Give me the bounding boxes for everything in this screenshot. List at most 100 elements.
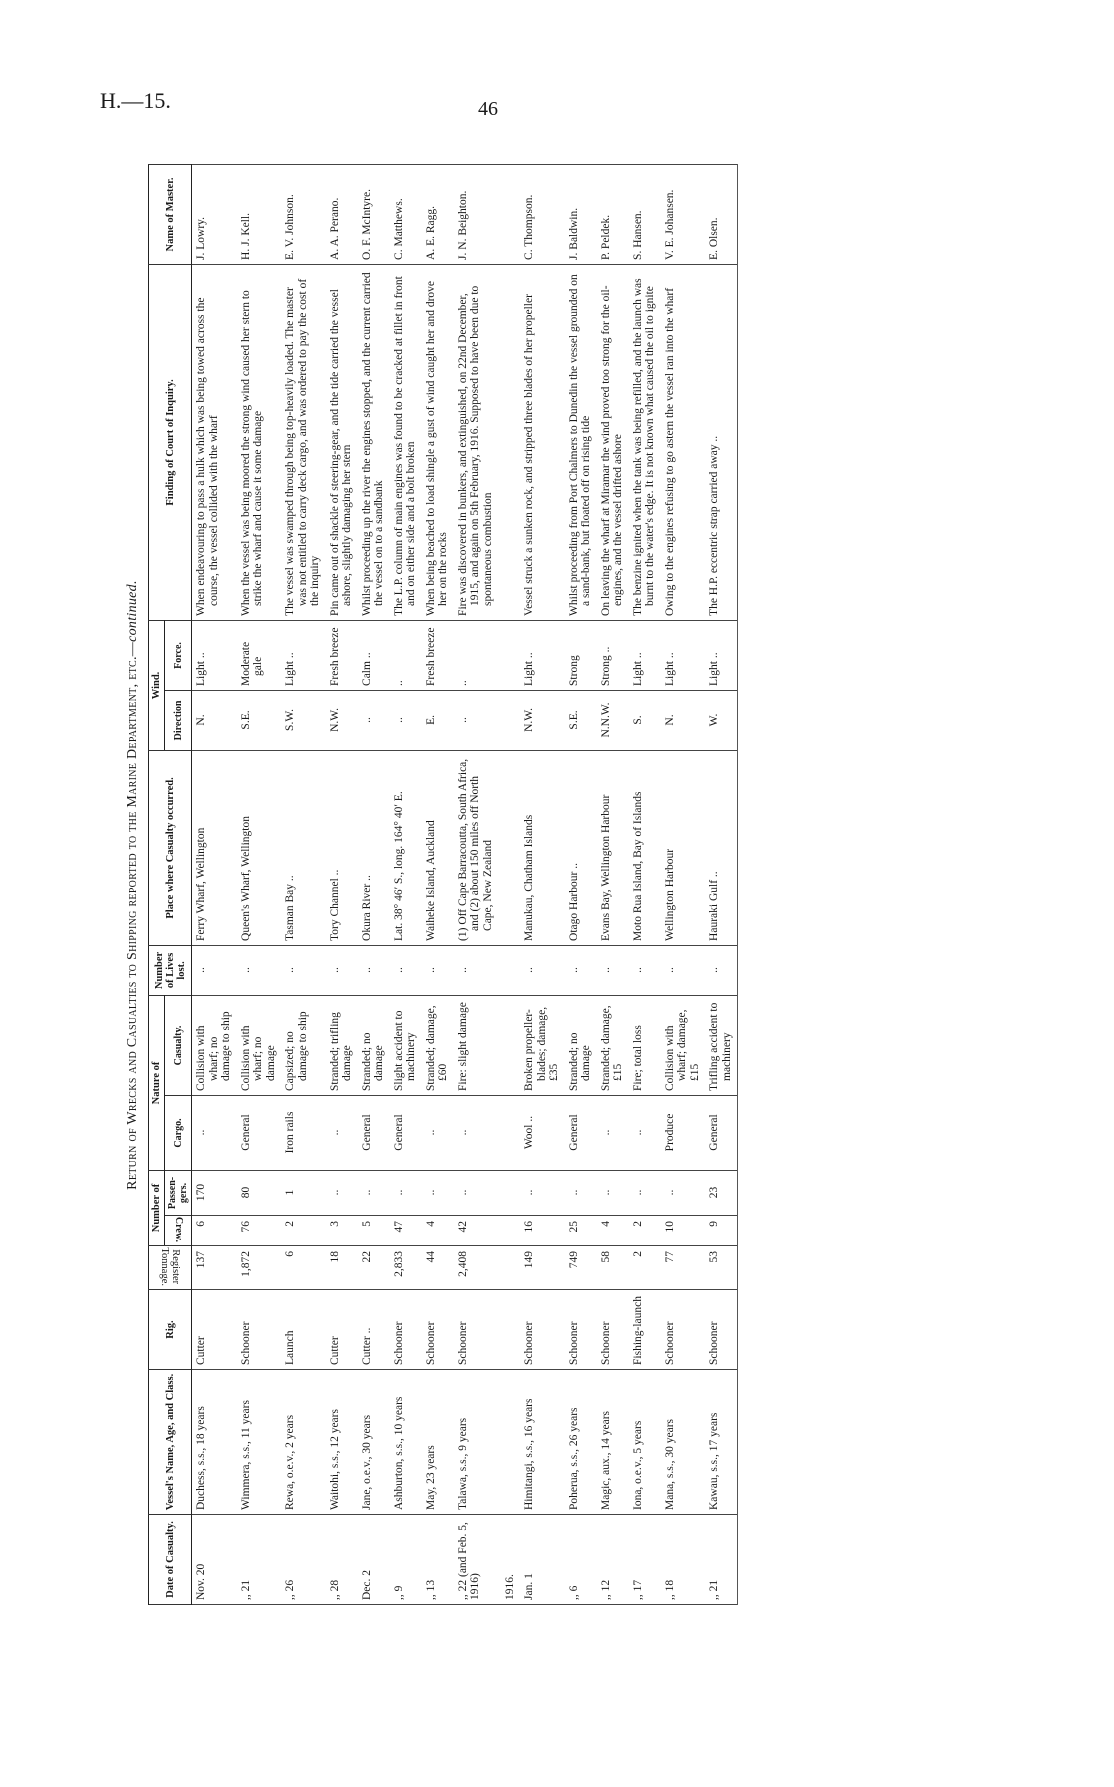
cell-crew: 6 [191,1215,237,1246]
cell-cargo: .. [191,1095,237,1171]
header-place: Place where Casualty occurred. [148,750,192,946]
cell-vessel: Waitohi, s.s., 12 years [325,1369,358,1515]
cell-finding: Whilst proceeding up the river the engin… [357,264,390,621]
cell-date: ,, 6 [564,1514,597,1605]
header-master: Name of Master. [148,164,192,265]
cell-lives: .. [453,945,498,996]
cell-date: ,, 9 [389,1514,422,1605]
cell-place: Moto Rua Island, Bay of Islands [628,750,661,946]
cell-passengers: 1 [281,1170,326,1216]
cell-direction: S.E. [564,690,597,751]
cell-direction: N. [191,690,237,751]
table-row: ,, 28 Waitohi, s.s., 12 years Cutter 18 3...… [325,164,358,1605]
table-title: Return of Wrecks and Casualties to Shipp… [118,165,148,1605]
year-cell [498,945,520,996]
cell-passengers: 80 [236,1170,281,1216]
year-cell [498,1289,520,1370]
cell-force: Fresh breeze [325,620,358,691]
header-casualty: Casualty. [164,995,192,1096]
cell-vessel: Wimmera, s.s., 11 years [236,1369,281,1515]
cell-crew: 2 [281,1215,326,1246]
cell-master: O. F. McIntyre. [357,164,390,265]
cell-direction: .. [357,690,390,751]
year-cell [498,750,520,946]
rotated-table-block: Return of Wrecks and Casualties to Shipp… [118,164,1103,1605]
table-header: Date of Casualty. Vessel's Name, Age, an… [148,164,192,1605]
cell-date: Jan. 1 [520,1514,565,1605]
year-cell: 1916. [498,1514,520,1605]
cell-finding: The H.P. eccentric strap carried away .. [705,264,738,621]
cell-casualty: Stranded; damage, £15 [596,995,629,1096]
cell-rig: Schooner [660,1289,705,1370]
cell-finding: When endeavouring to pass a hulk which w… [191,264,237,621]
table-row: ,, 9 Ashburton, s.s., 10 years Schooner 2,8… [389,164,422,1605]
cell-direction: .. [389,690,422,751]
cell-crew: 3 [325,1215,358,1246]
cell-master: A. E. Ragg. [421,164,454,265]
table-row: Nov. 20 Duchess, s.s., 18 years Cutter 137 6… [191,164,237,1605]
cell-master: V. E. Johansen. [660,164,705,265]
cell-lives: .. [357,945,390,996]
cell-direction: S.W. [281,690,326,751]
cell-casualty: Stranded; trifling damage [325,995,358,1096]
cell-direction: W. [705,690,738,751]
cell-date: ,, 17 [628,1514,661,1605]
cell-place: (1) Off Cape Barracoutta, South Africa, … [453,750,498,946]
header-wind: Wind. [148,620,165,751]
cell-master: H. J. Kell. [236,164,281,265]
year-cell [498,1170,520,1216]
cell-passengers: .. [520,1170,565,1216]
cell-direction: E. [421,690,454,751]
cell-crew: 76 [236,1215,281,1246]
cell-finding: Owing to the engines refusing to go aste… [660,264,705,621]
cell-vessel: Poherua, s.s., 26 years [564,1369,597,1515]
cell-casualty: Collision with wharf; no damage to ship [191,995,237,1096]
cell-crew: 10 [660,1215,705,1246]
header-number-of: Number of [148,1170,165,1246]
cell-crew: 5 [357,1215,390,1246]
cell-finding: When the vessel was being moored the str… [236,264,281,621]
cell-place: Lat. 38° 46′ S., long. 164° 40′ E. [389,750,422,946]
cell-lives: .. [660,945,705,996]
cell-master: A. A. Perano. [325,164,358,265]
cell-casualty: Trifling accident to machinery [705,995,738,1096]
cell-date: ,, 22 (and Feb. 5, 1916) [453,1514,498,1605]
cell-crew: 4 [421,1215,454,1246]
cell-master: J. Lowry. [191,164,237,265]
header-tonnage-text: Register Tonnage. [159,1247,181,1287]
cell-cargo: Wool .. [520,1095,565,1171]
cell-direction: .. [453,690,498,751]
cell-vessel: Himitangi, s.s., 16 years [520,1369,565,1515]
cell-direction: N.N.W. [596,690,629,751]
cell-master: C. Thompson. [520,164,565,265]
cell-rig: Schooner [596,1289,629,1370]
cell-cargo: .. [628,1095,661,1171]
cell-passengers: .. [564,1170,597,1216]
cell-force: Strong .. [596,620,629,691]
cell-force: Light .. [705,620,738,691]
cell-lives: .. [325,945,358,996]
cell-place: Tory Channel .. [325,750,358,946]
cell-cargo: .. [421,1095,454,1171]
table-row: ,, 21 Wimmera, s.s., 11 years Schooner 1,87… [236,164,281,1605]
cell-vessel: Mana, s.s., 30 years [660,1369,705,1515]
cell-cargo: General [357,1095,390,1171]
cell-finding: Fire was discovered in bunkers, and exti… [453,264,498,621]
cell-rig: Schooner [389,1289,422,1370]
cell-force: Light .. [281,620,326,691]
cell-rig: Schooner [564,1289,597,1370]
cell-cargo: .. [453,1095,498,1171]
cell-date: ,, 28 [325,1514,358,1605]
cell-date: ,, 13 [421,1514,454,1605]
cell-tonnage: 749 [564,1245,597,1290]
cell-finding: The benzine ignited when the tank was be… [628,264,661,621]
cell-finding: On leaving the wharf at Miramar the wind… [596,264,629,621]
cell-tonnage: 22 [357,1245,390,1290]
year-cell [498,1369,520,1515]
cell-force: Light .. [628,620,661,691]
cell-tonnage: 6 [281,1245,326,1290]
cell-passengers: .. [453,1170,498,1216]
cell-place: Ferry Wharf, Wellington [191,750,237,946]
cell-tonnage: 44 [421,1245,454,1290]
cell-casualty: Capsized; no damage to ship [281,995,326,1096]
